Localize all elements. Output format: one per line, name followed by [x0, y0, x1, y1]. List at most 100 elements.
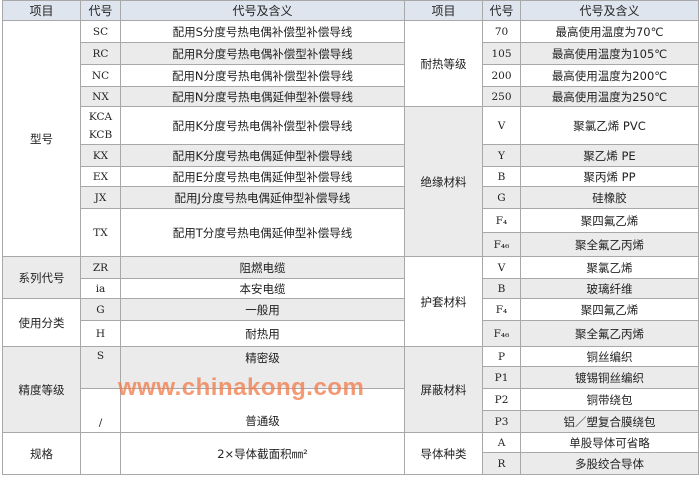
- table-row: / 普通级 P2 铜带绕包: [3, 388, 699, 433]
- code-cell: EX: [80, 166, 121, 187]
- header-meaning: 代号及含义: [120, 0, 405, 21]
- table-row: R 多股绞合导体: [3, 452, 699, 475]
- code-cell: 105: [482, 42, 521, 65]
- meaning-cell: 聚氯乙烯 PVC: [520, 106, 699, 145]
- meaning-cell: 聚全氟乙丙烯: [520, 320, 699, 347]
- code-cell: G: [482, 186, 521, 209]
- item-label: 系列代号: [2, 256, 81, 299]
- header-item: 项目: [2, 0, 81, 21]
- code-cell: A: [482, 432, 521, 453]
- table-row: KCA KCB 配用K分度号热电偶补偿型补偿导线 绝缘材料 V 聚氯乙烯 PVC: [3, 106, 699, 257]
- meaning-cell: 最高使用温度为105℃: [520, 42, 699, 65]
- table-row: 系列代号 ZR 阻燃电缆 护套材料 V 聚氯乙烯: [2, 256, 699, 347]
- code-cell: H: [80, 320, 121, 347]
- code-cell: P: [482, 346, 521, 367]
- meaning-cell: 聚四氟乙烯: [520, 298, 699, 321]
- code-cell: KCA KCB: [80, 106, 121, 145]
- meaning-cell: 配用T分度号热电偶延伸型补偿导线: [120, 208, 405, 257]
- meaning-cell: 铝／塑复合膜绕包: [520, 410, 699, 433]
- code-cell: NX: [80, 86, 121, 107]
- meaning-cell: 配用K分度号热电偶延伸型补偿导线: [120, 144, 405, 167]
- meaning-cell: 单股导体可省略: [520, 432, 699, 453]
- meaning-cell: 聚氯乙烯: [520, 256, 699, 279]
- meaning-cell: 一般用: [120, 298, 405, 321]
- code-cell: F₄₆: [482, 320, 521, 347]
- meaning-cell: 最高使用温度为200℃: [520, 64, 699, 87]
- meaning-cell: 配用N分度号热电偶补偿型补偿导线: [120, 64, 405, 87]
- meaning-cell: 配用K分度号热电偶补偿型补偿导线: [120, 106, 405, 145]
- code-cell: B: [482, 278, 521, 299]
- item-label: 导体种类: [404, 432, 483, 475]
- code-cell: 70: [482, 20, 521, 43]
- meaning-cell: 硅橡胶: [520, 186, 699, 209]
- code-cell: [80, 432, 121, 475]
- code-cell: P3: [482, 410, 521, 433]
- table-row: H 耐热用 F₄₆ 聚全氟乙丙烯: [3, 320, 699, 347]
- code-cell: F₄: [482, 208, 521, 233]
- meaning-cell: 聚四氟乙烯: [520, 208, 699, 233]
- meaning-cell: 配用E分度号热电偶延伸型补偿导线: [120, 166, 405, 187]
- meaning-cell: 聚乙烯 PE: [520, 144, 699, 167]
- table-row: TX 配用T分度号热电偶延伸型补偿导线 F₄ 聚四氟乙烯: [3, 208, 699, 257]
- table-row: NC 配用N分度号热电偶补偿型补偿导线 200 最高使用温度为200℃: [3, 64, 699, 87]
- table-row: F₄₆ 聚全氟乙丙烯: [3, 232, 699, 257]
- header-item: 项目: [404, 0, 483, 21]
- code-cell: JX: [80, 186, 121, 209]
- meaning-cell: 本安电缆: [120, 278, 405, 299]
- item-label: 绝缘材料: [404, 106, 483, 257]
- item-label: 屏蔽材料: [404, 346, 483, 433]
- item-label: 护套材料: [404, 256, 483, 347]
- meaning-cell: 玻璃纤维: [520, 278, 699, 299]
- meaning-cell: 精密级: [120, 346, 405, 389]
- code-cell: G: [80, 298, 121, 321]
- meaning-cell: 配用S分度号热电偶补偿型补偿导线: [120, 20, 405, 43]
- code-cell: /: [80, 388, 121, 433]
- table-row: JX 配用J分度号热电偶延伸型补偿导线 G 硅橡胶: [3, 186, 699, 209]
- meaning-cell: 阻燃电缆: [120, 256, 405, 279]
- header-meaning: 代号及含义: [520, 0, 699, 21]
- code-cell: V: [482, 256, 521, 279]
- table-row: 精度等级 S 精密级 屏蔽材料 P 铜丝编织: [2, 346, 699, 433]
- table-row: P1 镀锡铜丝编织: [3, 366, 699, 389]
- code-cell: B: [482, 166, 521, 187]
- code-cell: KX: [80, 144, 121, 167]
- header-code: 代号: [482, 0, 521, 21]
- code-cell: TX: [80, 208, 121, 257]
- meaning-cell: 铜带绕包: [520, 388, 699, 411]
- table-row: P3 铝／塑复合膜绕包: [3, 410, 699, 433]
- code-cell: S: [80, 346, 121, 389]
- code-cell: 200: [482, 64, 521, 87]
- meaning-cell: 聚全氟乙丙烯: [520, 232, 699, 257]
- meaning-cell: 配用J分度号热电偶延伸型补偿导线: [120, 186, 405, 209]
- meaning-cell: 聚丙烯 PP: [520, 166, 699, 187]
- meaning-cell: 最高使用温度为70℃: [520, 20, 699, 43]
- table-row: NX 配用N分度号热电偶延伸型补偿导线 250 最高使用温度为250℃: [3, 86, 699, 107]
- table-row: 规格 2×导体截面积㎜² 导体种类 A 单股导体可省略: [2, 432, 699, 475]
- meaning-cell: 配用R分度号热电偶补偿型补偿导线: [120, 42, 405, 65]
- code-cell: 250: [482, 86, 521, 107]
- code-cell: NC: [80, 64, 121, 87]
- meaning-cell: 耐热用: [120, 320, 405, 347]
- item-label: 规格: [2, 432, 81, 475]
- header-code: 代号: [80, 0, 121, 21]
- table-row: EX 配用E分度号热电偶延伸型补偿导线 B 聚丙烯 PP: [3, 166, 699, 187]
- table-row: KX 配用K分度号热电偶延伸型补偿导线 Y 聚乙烯 PE: [3, 144, 699, 167]
- code-cell: P2: [482, 388, 521, 411]
- item-label: 使用分类: [2, 298, 81, 347]
- item-label: 精度等级: [2, 346, 81, 433]
- code-cell: RC: [80, 42, 121, 65]
- code-cell: P1: [482, 366, 521, 389]
- code-cell: Y: [482, 144, 521, 167]
- meaning-cell: 配用N分度号热电偶延伸型补偿导线: [120, 86, 405, 107]
- code-cell: ia: [80, 278, 121, 299]
- header-row: 项目 代号 代号及含义 项目 代号 代号及含义: [2, 0, 699, 21]
- meaning-cell: 最高使用温度为250℃: [520, 86, 699, 107]
- code-cell: R: [482, 452, 521, 475]
- table-row: ia 本安电缆 B 玻璃纤维: [3, 278, 699, 299]
- meaning-cell: 多股绞合导体: [520, 452, 699, 475]
- code-cell: F₄: [482, 298, 521, 321]
- item-label: 耐热等级: [404, 20, 483, 107]
- table-row: RC 配用R分度号热电偶补偿型补偿导线 105 最高使用温度为105℃: [3, 42, 699, 65]
- table-row: 使用分类 G 一般用 F₄ 聚四氟乙烯: [2, 298, 699, 347]
